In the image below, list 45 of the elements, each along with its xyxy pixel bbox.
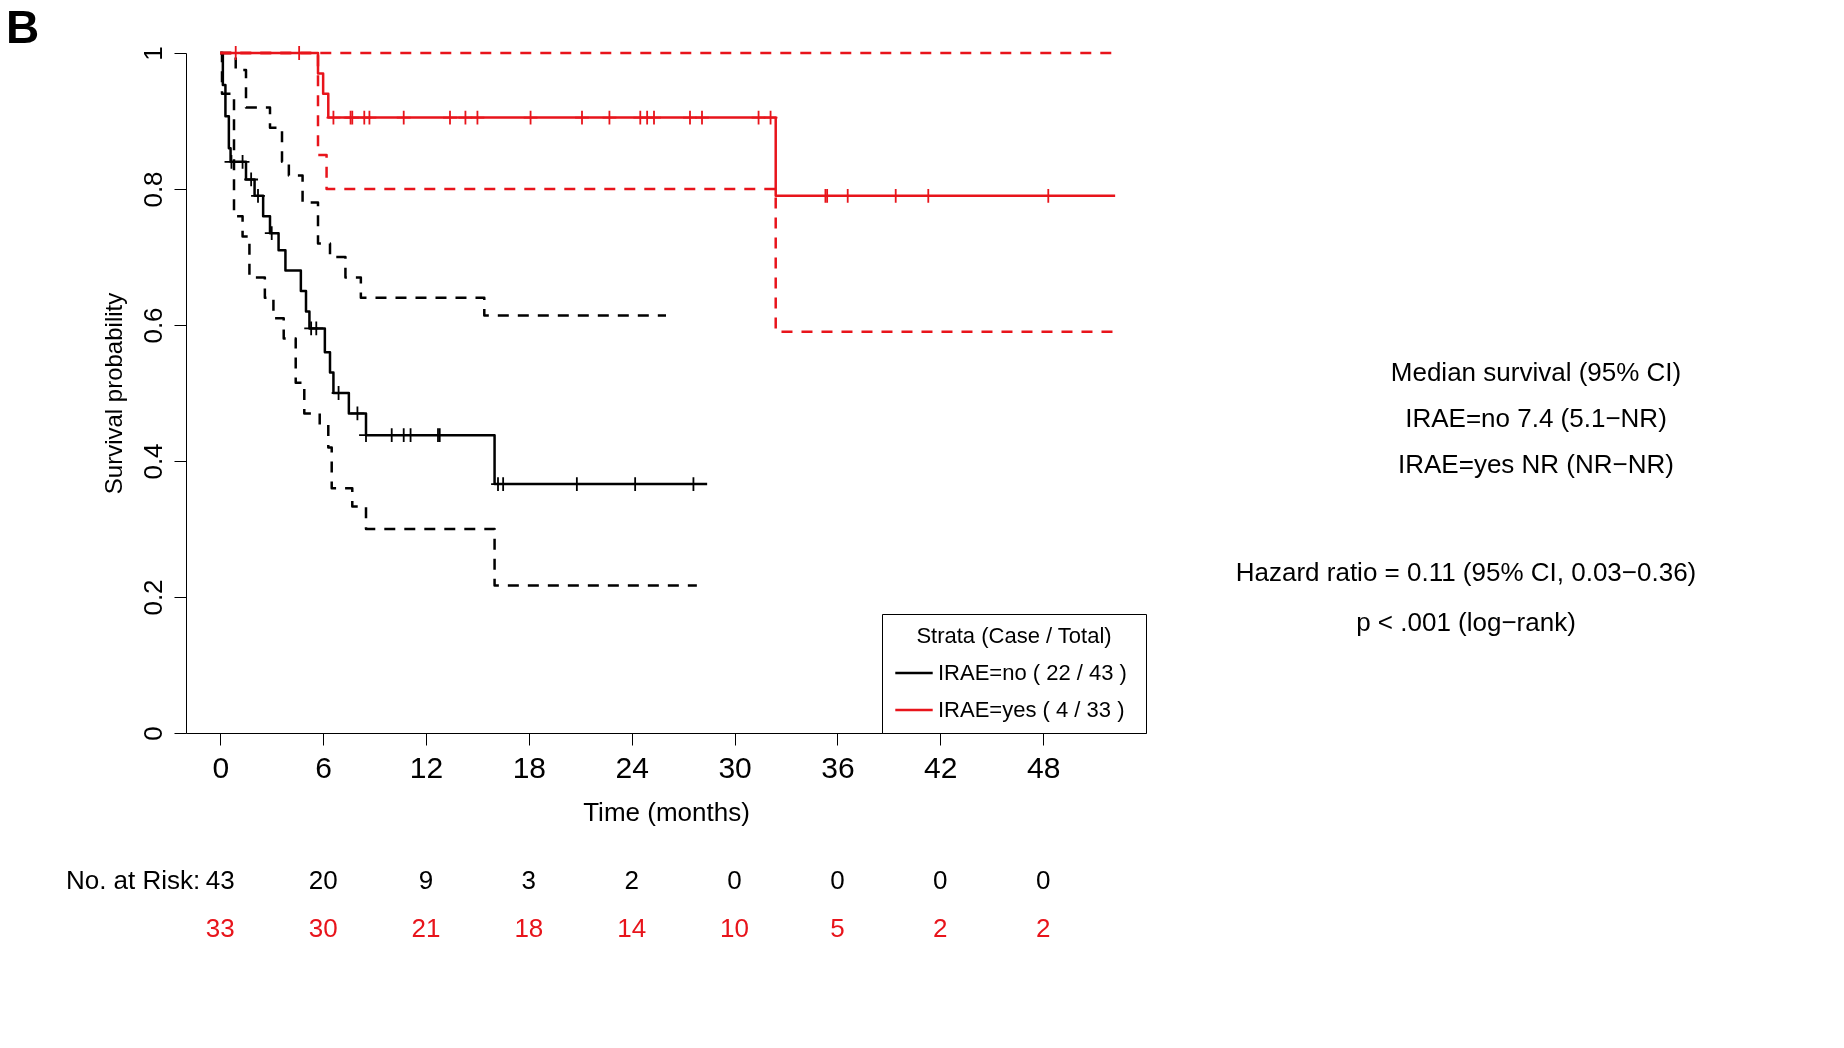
text: No. at Risk: — [65, 865, 201, 895]
text: IRAE=yes NR (NR−NR) — [1398, 449, 1674, 479]
y-axis-title: Survival probability — [99, 292, 127, 495]
y-tick-label: 0 — [137, 726, 168, 741]
text: 33 — [205, 913, 235, 943]
text: 20 — [308, 865, 338, 895]
text: Median survival (95% CI) — [1390, 357, 1682, 387]
y-tick-label: 0.2 — [137, 579, 168, 616]
text: 3 — [521, 865, 537, 895]
text: 0 — [1035, 865, 1051, 895]
x-tick-label: 30 — [718, 750, 752, 784]
text: 43 — [205, 865, 235, 895]
text: 14 — [617, 913, 647, 943]
text: 10 — [720, 913, 750, 943]
legend-label: IRAE=no ( 22 / 43 ) — [938, 660, 1127, 685]
x-axis-title: Time (months) — [583, 796, 750, 827]
x-tick-label: 36 — [821, 750, 855, 784]
x-tick-label: 48 — [1026, 750, 1061, 784]
x-tick-label: 42 — [924, 750, 958, 784]
x-tick-label: 0 — [212, 750, 230, 784]
y-tick-label: 0.6 — [137, 307, 168, 344]
text: 30 — [308, 913, 338, 943]
y-tick-label: 0.8 — [137, 171, 168, 208]
text: p < .001 (log−rank) — [1356, 607, 1576, 637]
text: 21 — [411, 913, 441, 943]
text: IRAE=no 7.4 (5.1−NR) — [1405, 403, 1667, 433]
x-tick-label: 6 — [315, 750, 332, 784]
y-tick-label: 0.4 — [137, 443, 168, 480]
y-tick-label: 1 — [137, 46, 168, 61]
text: 0 — [933, 865, 948, 895]
chart-title: B — [5, 0, 40, 53]
legend-title: Strata (Case / Total) — [916, 623, 1112, 648]
text: 0 — [830, 865, 845, 895]
text: 2 — [933, 913, 948, 943]
text: 2 — [624, 865, 639, 895]
text: 2 — [1035, 913, 1051, 943]
x-tick-label: 18 — [512, 750, 547, 784]
legend-label: IRAE=yes ( 4 / 33 ) — [938, 697, 1125, 722]
text: 5 — [830, 913, 845, 943]
text: 18 — [514, 913, 544, 943]
text: Hazard ratio = 0.11 (95% CI, 0.03−0.36) — [1235, 557, 1697, 587]
text: 9 — [418, 865, 434, 895]
text: 0 — [727, 865, 742, 895]
x-tick-label: 24 — [615, 750, 649, 784]
x-tick-label: 12 — [409, 750, 444, 784]
